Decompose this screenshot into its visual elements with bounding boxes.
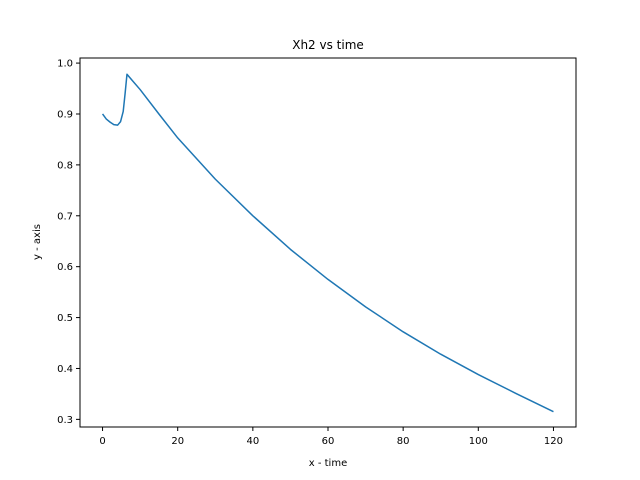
y-tick-label: 0.8 [57, 160, 73, 171]
x-axis-label: x - time [309, 458, 347, 469]
x-tick-label: 120 [544, 436, 563, 447]
x-tick-label: 20 [171, 436, 184, 447]
y-tick-label: 0.9 [57, 109, 73, 120]
y-tick-label: 0.5 [57, 313, 73, 324]
chart-title: Xh2 vs time [292, 38, 364, 52]
series-line-0 [101, 73, 554, 413]
y-tick-label: 1.0 [57, 59, 73, 70]
x-tick-label: 80 [397, 436, 410, 447]
y-axis-label: y - axis [32, 224, 43, 260]
x-tick-label: 60 [322, 436, 335, 447]
y-tick-label: 0.4 [57, 364, 73, 375]
y-tick-label: 0.7 [57, 211, 73, 222]
y-tick-label: 0.6 [57, 262, 73, 273]
x-tick-label: 100 [469, 436, 488, 447]
x-tick-label: 0 [99, 436, 105, 447]
x-axis: 0 20 40 60 80 100 120 [99, 427, 563, 447]
y-axis: 0.3 0.4 0.5 0.6 0.7 0.8 0.9 1.0 [57, 59, 80, 426]
plot-area [101, 73, 554, 413]
x-tick-label: 40 [246, 436, 259, 447]
y-tick-label: 0.3 [57, 415, 73, 426]
